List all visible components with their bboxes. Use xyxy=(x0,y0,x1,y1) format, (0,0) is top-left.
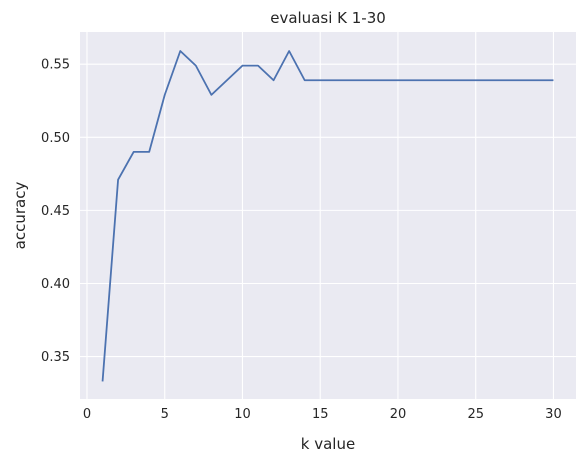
series-line xyxy=(101,50,554,382)
x-tick-label: 20 xyxy=(390,407,407,422)
y-axis-label: accuracy xyxy=(11,182,29,250)
x-tick-label: 15 xyxy=(312,407,329,422)
series-layer xyxy=(101,50,554,382)
x-tick-label: 30 xyxy=(545,407,562,422)
y-tick-labels: 0.35 0.40 0.45 0.50 0.55 xyxy=(41,58,70,365)
y-tick-label: 0.35 xyxy=(41,350,70,365)
plot-background xyxy=(80,32,576,399)
x-tick-label: 5 xyxy=(161,407,169,422)
x-tick-labels: 0 5 10 15 20 25 30 xyxy=(83,407,562,422)
y-tick-label: 0.55 xyxy=(41,58,70,73)
x-tick-label: 25 xyxy=(467,407,484,422)
chart-title: evaluasi K 1-30 xyxy=(270,9,386,27)
x-tick-label: 10 xyxy=(234,407,251,422)
x-tick-label: 0 xyxy=(83,407,91,422)
y-tick-label: 0.40 xyxy=(41,277,70,292)
y-tick-label: 0.50 xyxy=(41,131,70,146)
x-axis-label: k value xyxy=(301,435,355,453)
y-tick-label: 0.45 xyxy=(41,204,70,219)
